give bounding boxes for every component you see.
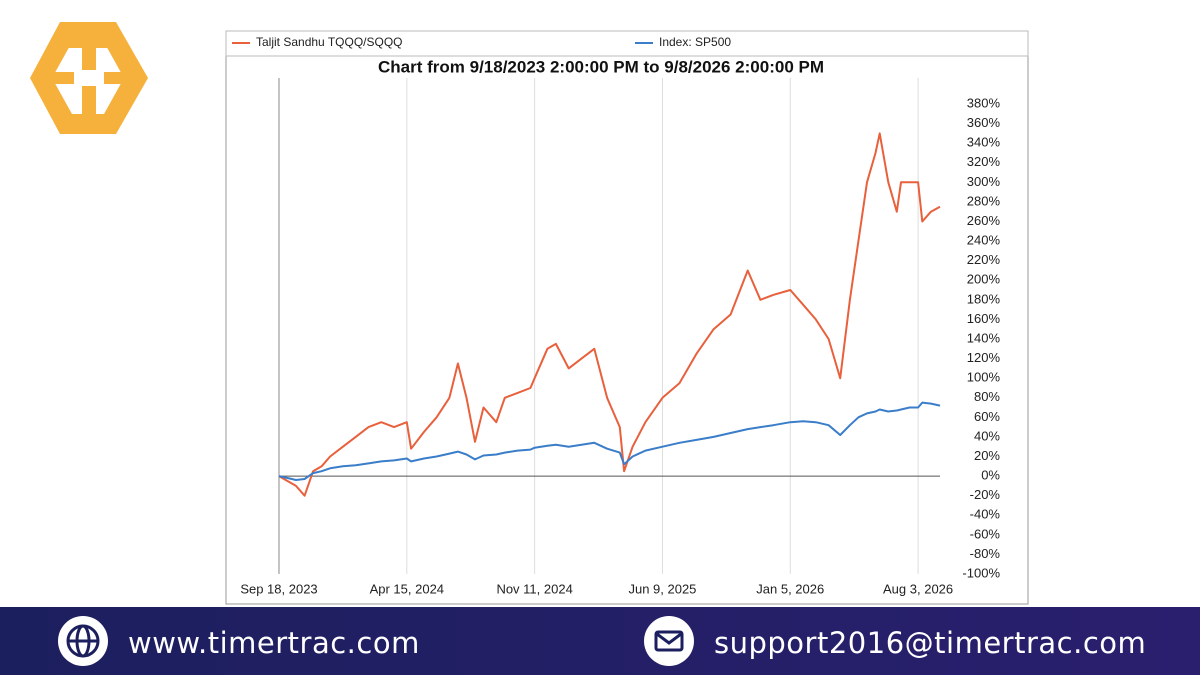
y-tick-label: -80% xyxy=(970,546,1001,561)
y-tick-label: 380% xyxy=(967,95,1001,110)
globe-icon xyxy=(58,616,108,666)
y-tick-label: 180% xyxy=(967,291,1001,306)
y-tick-label: 120% xyxy=(967,350,1001,365)
y-tick-label: 60% xyxy=(974,409,1000,424)
x-tick-label: Sep 18, 2023 xyxy=(240,581,317,596)
legend-label: Taljit Sandhu TQQQ/SQQQ xyxy=(256,35,403,49)
y-tick-label: 280% xyxy=(967,193,1001,208)
mail-icon xyxy=(644,616,694,666)
y-tick-label: -40% xyxy=(970,507,1001,522)
y-tick-label: -60% xyxy=(970,526,1001,541)
y-tick-label: 360% xyxy=(967,115,1001,130)
y-tick-label: 320% xyxy=(967,154,1001,169)
y-tick-label: 340% xyxy=(967,135,1001,150)
y-tick-label: -100% xyxy=(962,565,1000,580)
series-line xyxy=(278,401,941,481)
y-tick-label: 100% xyxy=(967,370,1001,385)
y-tick-label: 20% xyxy=(974,448,1000,463)
legend-box xyxy=(225,30,1029,57)
x-tick-label: Apr 15, 2024 xyxy=(370,581,444,596)
chart-title: Chart from 9/18/2023 2:00:00 PM to 9/8/2… xyxy=(378,57,824,76)
x-tick-label: Jan 5, 2026 xyxy=(756,581,824,596)
footer-band xyxy=(0,607,1200,675)
y-tick-label: 40% xyxy=(974,428,1000,443)
chart-frame xyxy=(225,30,1029,605)
y-tick-label: 140% xyxy=(967,330,1001,345)
y-tick-label: 260% xyxy=(967,213,1001,228)
y-tick-label: 300% xyxy=(967,174,1001,189)
y-tick-label: 240% xyxy=(967,233,1001,248)
logo xyxy=(30,22,148,134)
y-tick-label: 200% xyxy=(967,272,1001,287)
series-line xyxy=(278,132,941,497)
y-tick-label: 80% xyxy=(974,389,1000,404)
legend-label: Index: SP500 xyxy=(659,35,731,49)
y-tick-label: 220% xyxy=(967,252,1001,267)
x-tick-label: Jun 9, 2025 xyxy=(628,581,696,596)
y-tick-label: 160% xyxy=(967,311,1001,326)
email: support2016@timertrac.com xyxy=(714,626,1146,660)
x-tick-label: Nov 11, 2024 xyxy=(496,581,572,596)
website: www.timertrac.com xyxy=(128,626,420,660)
x-tick-label: Aug 3, 2026 xyxy=(883,581,953,596)
y-tick-label: 0% xyxy=(981,468,1000,483)
y-tick-label: -20% xyxy=(970,487,1001,502)
